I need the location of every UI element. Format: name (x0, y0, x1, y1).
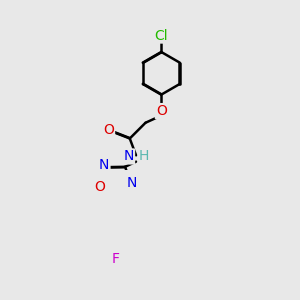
Text: O: O (94, 180, 105, 194)
Text: N: N (124, 149, 134, 164)
Text: N: N (99, 158, 110, 172)
Text: H: H (139, 149, 149, 164)
Text: Cl: Cl (154, 28, 168, 43)
Text: O: O (156, 104, 167, 118)
Text: O: O (103, 123, 114, 137)
Text: N: N (126, 176, 136, 190)
Text: F: F (112, 252, 120, 266)
